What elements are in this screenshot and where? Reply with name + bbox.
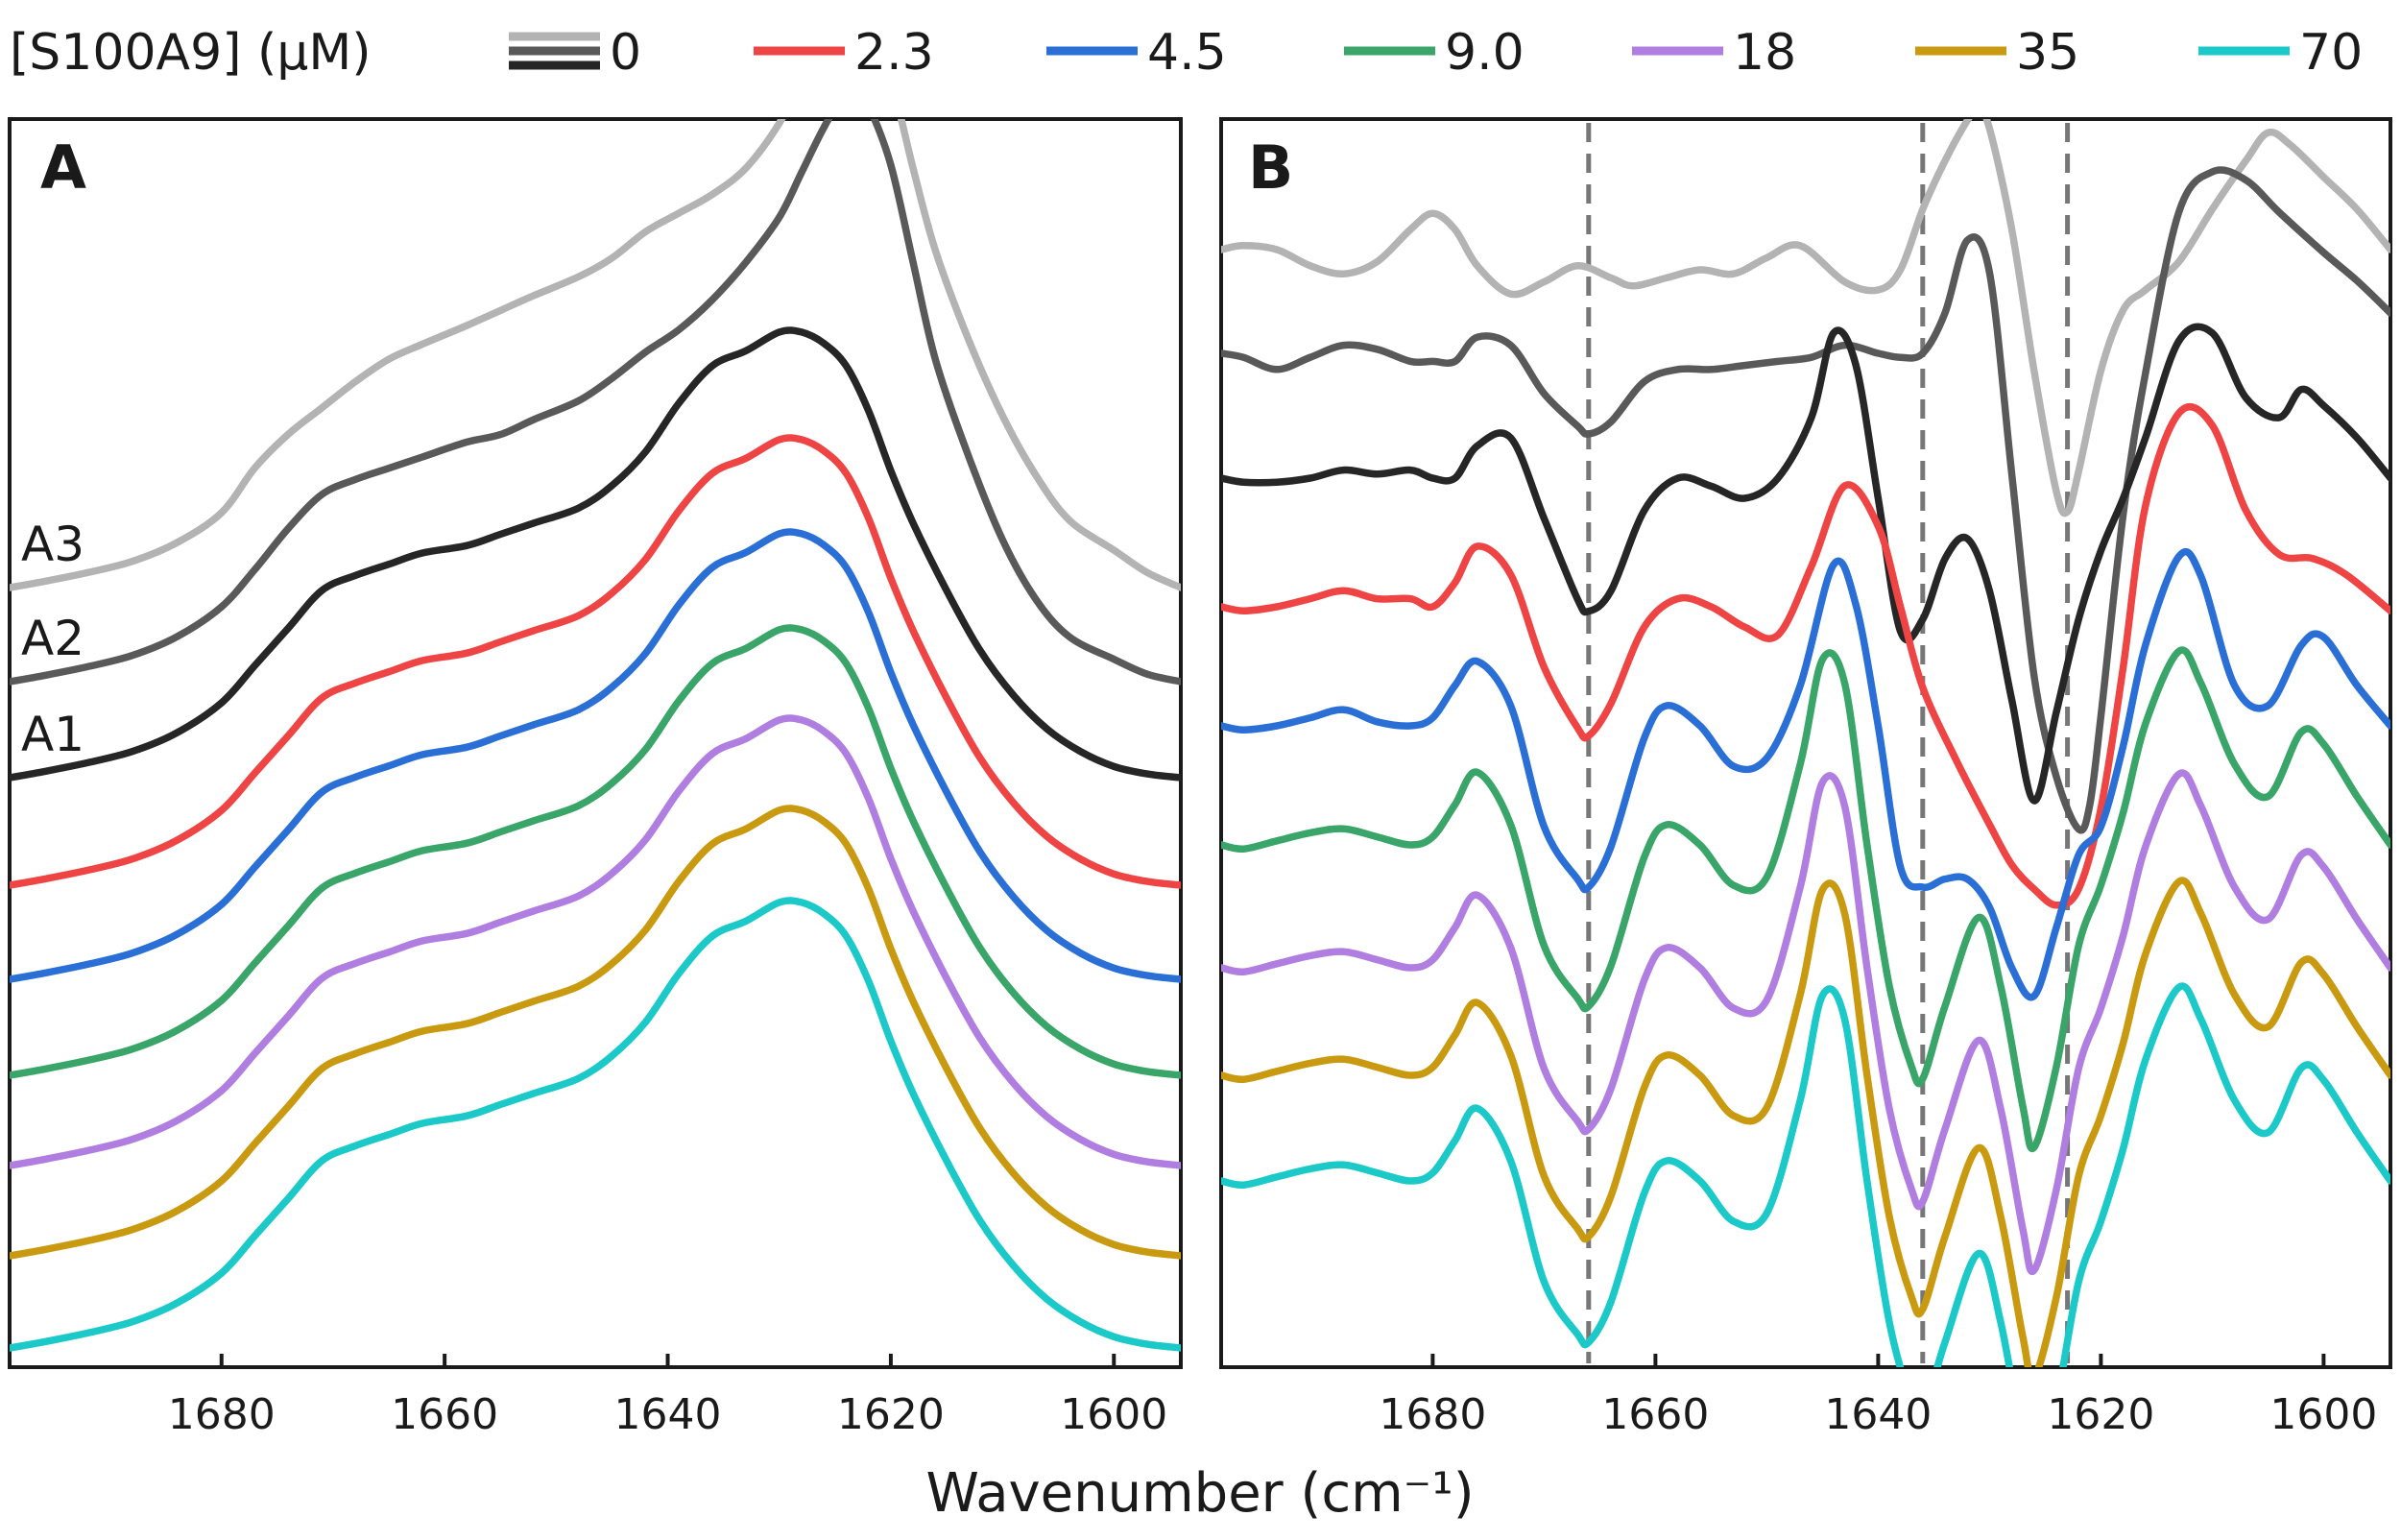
x-tick-label: 1680 xyxy=(168,1390,276,1439)
x-tick-label: 1640 xyxy=(1824,1390,1932,1439)
series-line-0-A2 xyxy=(1221,166,2390,834)
x-tick-label: 1600 xyxy=(1060,1390,1167,1439)
legend: [S100A9] (µM) 0 2.3 4.5 9.0 18 35 70 xyxy=(10,24,2363,82)
legend-item-0: 0 xyxy=(509,24,641,82)
x-tick-label: 1600 xyxy=(2269,1390,2377,1439)
legend-item-2-3: 2.3 xyxy=(754,24,934,82)
series-line-35 xyxy=(10,805,1181,1260)
series-line-0-A3 xyxy=(10,119,1181,591)
legend-item-35: 35 xyxy=(1915,24,2079,82)
x-tick-label: 1680 xyxy=(1379,1390,1486,1439)
legend-label: 2.3 xyxy=(854,24,934,82)
panel-b-frame xyxy=(1219,117,2392,1369)
series-line-0-A2 xyxy=(10,119,1181,686)
legend-title: [S100A9] (µM) xyxy=(10,24,372,82)
series-line-70 xyxy=(1221,982,2390,1367)
legend-item-4-5: 4.5 xyxy=(1046,24,1227,82)
series-line-2-3 xyxy=(1221,403,2390,909)
panel-a-frame xyxy=(8,117,1183,1369)
panel-a: A A3 A2 A1 1680 1660 1640 1620 1600 xyxy=(8,117,1183,1439)
panel-b-label: B xyxy=(1248,132,1293,203)
legend-label: 70 xyxy=(2299,24,2363,82)
trace-label-a2: A2 xyxy=(21,611,84,666)
panel-a-label: A xyxy=(40,132,86,203)
traces xyxy=(10,119,1181,1352)
legend-label: 35 xyxy=(2016,24,2079,82)
panel-b: B 1680 1660 1640 1620 1600 xyxy=(1219,117,2392,1439)
x-axis-title: Wavenumber (cm⁻¹) xyxy=(925,1462,1474,1525)
series-line-18 xyxy=(1221,769,2390,1276)
x-tick-label: 1620 xyxy=(837,1390,945,1439)
series-line-2-3 xyxy=(10,434,1181,889)
x-tick-label: 1640 xyxy=(614,1390,722,1439)
series-line-4-5 xyxy=(1221,548,2390,1001)
series-line-35 xyxy=(1221,877,2390,1367)
legend-item-9-0: 9.0 xyxy=(1344,24,1525,82)
series-line-9-0 xyxy=(1221,646,2390,1153)
traces xyxy=(1221,119,2390,1367)
trace-label-a1: A1 xyxy=(21,707,84,762)
series-line-9-0 xyxy=(10,624,1181,1079)
x-tick-label: 1660 xyxy=(391,1390,498,1439)
legend-label: 0 xyxy=(610,24,641,82)
x-tick-label: 1660 xyxy=(1601,1390,1709,1439)
series-line-0-A1 xyxy=(10,326,1181,782)
legend-item-70: 70 xyxy=(2198,24,2363,82)
series-line-18 xyxy=(10,714,1181,1169)
trace-label-a3: A3 xyxy=(21,517,84,572)
legend-label: 9.0 xyxy=(1445,24,1525,82)
legend-label: 18 xyxy=(1733,24,1796,82)
legend-label: 4.5 xyxy=(1147,24,1227,82)
series-line-0-A1 xyxy=(1221,323,2390,805)
legend-item-18: 18 xyxy=(1632,24,1796,82)
series-line-70 xyxy=(10,897,1181,1352)
x-tick-label: 1620 xyxy=(2047,1390,2154,1439)
series-line-4-5 xyxy=(10,528,1181,983)
